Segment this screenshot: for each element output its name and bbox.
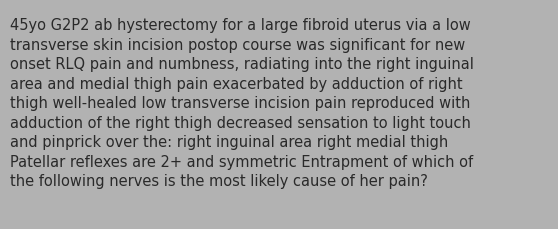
Text: 45yo G2P2 ab hysterectomy for a large fibroid uterus via a low
transverse skin i: 45yo G2P2 ab hysterectomy for a large fi… (10, 18, 474, 189)
